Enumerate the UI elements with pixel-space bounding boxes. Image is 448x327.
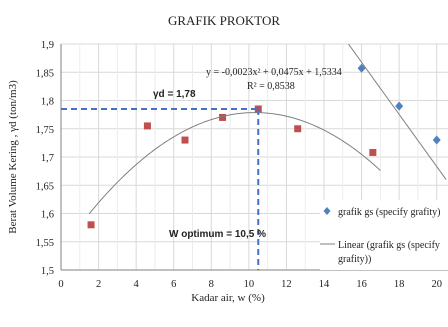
x-tick-label: 18 <box>394 279 405 290</box>
plot-series <box>87 44 447 229</box>
data-point-square <box>294 125 302 133</box>
y-tick-label: 1,6 <box>41 210 54 221</box>
data-point-square <box>219 113 227 121</box>
data-point-square <box>369 148 377 156</box>
x-tick-label: 2 <box>96 279 101 290</box>
legend-background <box>320 200 448 270</box>
annotations: γd = 1,78 W optimum = 10,5 % y = -0,0023x²… <box>61 67 342 270</box>
regression-equation: y = -0,0023x² + 0,0475x + 1,5334 <box>206 67 342 78</box>
y-tick-label: 1,5 <box>41 266 54 277</box>
yd-label: γd = 1,78 <box>153 89 196 100</box>
legend-item-label: Linear (grafik gs (specify grafity)) <box>338 240 440 265</box>
data-point-diamond <box>357 63 366 73</box>
y-tick-label: 1,8 <box>41 97 54 108</box>
x-tick-label: 0 <box>58 279 63 290</box>
y-axis-title: Berat Volume Kering , γd (ton/m3) <box>7 80 19 234</box>
data-point-square <box>181 136 189 144</box>
axes: 1,5 1,55 1,6 1,65 1,7 1,75 1,8 1,85 1,9 0 2 4 6 8 10 12… <box>7 40 448 304</box>
y-tick-label: 1,55 <box>36 238 54 249</box>
x-tick-label: 20 <box>431 279 442 290</box>
x-tick-label: 8 <box>209 279 214 290</box>
legend: grafik gs (specify grafity) Linear (grafi… <box>320 200 448 270</box>
x-tick-label: 12 <box>281 279 292 290</box>
data-point-square <box>143 122 151 130</box>
r-squared: R² = 0,8538 <box>247 81 295 92</box>
data-point-diamond <box>432 135 441 145</box>
y-tick-label: 1,9 <box>41 40 54 51</box>
data-point-diamond <box>395 101 404 111</box>
linear-trendline <box>348 44 447 180</box>
legend-item-label: grafik gs (specify grafity) <box>338 207 440 218</box>
x-tick-label: 14 <box>319 279 330 290</box>
y-tick-label: 1,65 <box>36 181 54 192</box>
x-axis-title: Kadar air, w (%) <box>191 292 265 304</box>
x-tick-label: 16 <box>356 279 367 290</box>
legend-marker-diamond <box>323 207 331 215</box>
y-tick-label: 1,7 <box>41 153 54 164</box>
data-point-square <box>87 221 95 229</box>
x-tick-label: 6 <box>171 279 176 290</box>
x-tick-label: 4 <box>134 279 140 290</box>
polynomial-trendline <box>88 112 381 215</box>
w-optimum-label: W optimum = 10,5 % <box>169 229 266 240</box>
chart-title: GRAFIK PROKTOR <box>168 13 280 28</box>
y-tick-label: 1,75 <box>36 125 54 136</box>
x-tick-label: 10 <box>244 279 255 290</box>
y-tick-label: 1,85 <box>36 68 54 79</box>
